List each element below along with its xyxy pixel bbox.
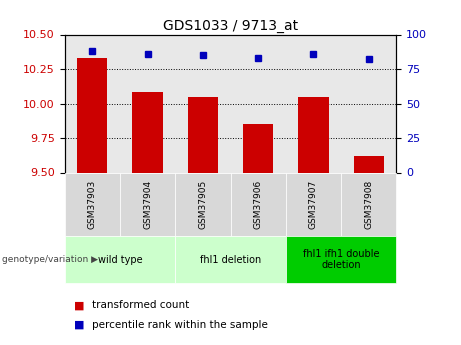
Text: GSM37908: GSM37908 [364, 180, 373, 229]
Text: GSM37903: GSM37903 [88, 180, 97, 229]
Title: GDS1033 / 9713_at: GDS1033 / 9713_at [163, 19, 298, 33]
Text: wild type: wild type [98, 255, 142, 265]
Text: ■: ■ [74, 300, 84, 310]
Bar [243, 124, 273, 172]
Bar [132, 92, 163, 172]
Text: transformed count: transformed count [92, 300, 189, 310]
Text: ■: ■ [74, 320, 84, 330]
Text: genotype/variation ▶: genotype/variation ▶ [2, 255, 98, 264]
Text: fhl1 ifh1 double
deletion: fhl1 ifh1 double deletion [303, 249, 379, 270]
Bar [77, 58, 107, 172]
Text: GSM37905: GSM37905 [198, 180, 207, 229]
Text: fhl1 deletion: fhl1 deletion [200, 255, 261, 265]
Bar [354, 156, 384, 172]
Text: GSM37906: GSM37906 [254, 180, 263, 229]
Bar [188, 97, 218, 172]
Text: GSM37904: GSM37904 [143, 180, 152, 229]
Bar [298, 97, 329, 172]
Text: GSM37907: GSM37907 [309, 180, 318, 229]
Text: percentile rank within the sample: percentile rank within the sample [92, 320, 268, 330]
